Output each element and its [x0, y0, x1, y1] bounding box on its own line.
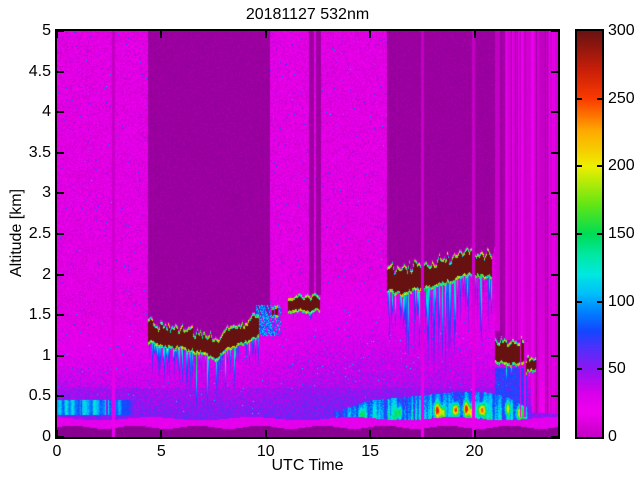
x-tick-mark	[369, 430, 372, 437]
y-tick-label: 3.5	[28, 143, 51, 161]
colorbar-tick-mark-right	[597, 300, 602, 303]
x-tick-mark	[56, 430, 58, 437]
x-tick-mark-top	[160, 31, 163, 38]
x-tick-mark	[264, 430, 267, 437]
y-tick-mark	[57, 233, 64, 235]
x-tick-mark	[160, 430, 163, 437]
y-tick-mark	[57, 354, 64, 357]
y-tick-mark-right	[551, 395, 558, 398]
colorbar-tick-label: 150	[608, 225, 635, 242]
x-tick-label: 20	[465, 443, 484, 460]
colorbar-tick-label: 100	[608, 292, 635, 310]
y-tick-mark-right	[551, 192, 558, 195]
y-tick-mark-right	[551, 273, 558, 276]
y-tick-mark	[57, 436, 64, 438]
y-tick-label: 4	[42, 103, 51, 121]
y-tick-mark-right	[551, 151, 558, 154]
colorbar-tick-mark	[577, 97, 582, 100]
colorbar-tick-label: 300	[608, 22, 635, 39]
y-tick-mark	[57, 70, 64, 73]
heatmap-canvas	[57, 31, 558, 437]
colorbar-tick-mark-right	[597, 233, 602, 235]
colorbar-tick-mark	[577, 233, 582, 235]
x-tick-mark-top	[473, 31, 476, 38]
y-tick-mark	[57, 30, 64, 32]
colorbar-tick-mark	[577, 165, 582, 168]
y-tick-label: 0.5	[28, 387, 51, 405]
y-tick-mark	[57, 314, 64, 317]
y-tick-mark	[57, 395, 64, 398]
y-tick-mark	[57, 192, 64, 195]
colorbar-tick-label: 250	[608, 89, 635, 107]
colorbar-tick-label: 0	[608, 428, 617, 445]
x-tick-label: 15	[361, 443, 380, 460]
x-tick-mark-top	[264, 31, 267, 38]
y-tick-mark	[57, 273, 64, 276]
y-tick-label: 1.5	[28, 306, 51, 324]
y-tick-mark-right	[551, 70, 558, 73]
y-tick-mark-right	[551, 111, 558, 114]
y-tick-label: 4.5	[28, 62, 51, 80]
x-tick-label: 10	[256, 443, 275, 460]
x-tick-mark-top	[56, 31, 58, 38]
y-tick-label: 3	[42, 184, 51, 202]
colorbar-tick-label: 200	[608, 157, 635, 175]
y-tick-label: 0	[42, 428, 51, 445]
y-tick-mark	[57, 111, 64, 114]
y-tick-mark-right	[551, 354, 558, 357]
y-tick-label: 2	[42, 265, 51, 283]
y-tick-mark-right	[551, 436, 558, 438]
x-tick-label: 5	[156, 443, 166, 460]
y-tick-label: 1	[42, 346, 51, 364]
colorbar-border	[575, 29, 604, 439]
y-tick-label: 2.5	[28, 225, 51, 242]
y-tick-mark-right	[551, 314, 558, 317]
x-axis-label: UTC Time	[271, 457, 344, 474]
y-tick-mark-right	[551, 233, 558, 235]
plot-border	[55, 29, 560, 439]
y-tick-mark	[57, 151, 64, 154]
colorbar-tick-mark	[577, 368, 582, 371]
chart-title: 20181127 532nm	[245, 6, 370, 23]
colorbar-tick-mark	[577, 300, 582, 303]
x-tick-label: 0	[52, 443, 62, 460]
y-tick-mark-right	[551, 30, 558, 32]
colorbar-tick-label: 50	[608, 360, 626, 378]
x-tick-mark	[473, 430, 476, 437]
colorbar-tick-mark-right	[597, 368, 602, 371]
colorbar-tick-mark-right	[597, 97, 602, 100]
colorbar-tick-mark-right	[597, 165, 602, 168]
y-tick-label: 5	[42, 22, 51, 39]
x-tick-mark-top	[369, 31, 372, 38]
